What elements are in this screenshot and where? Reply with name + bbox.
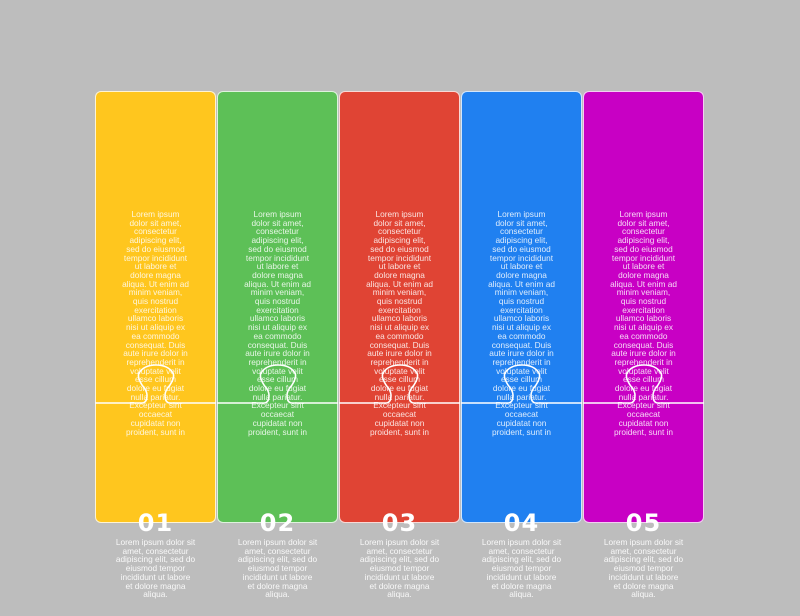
step-top-text: Lorem ipsum dolor sit amet, consectetur … — [610, 209, 677, 437]
step-column-3: Lorem ipsum dolor sit amet, consectetur … — [339, 91, 460, 599]
step-bottom-text: Lorem ipsum dolor sit amet, consectetur … — [237, 537, 318, 600]
puzzle-tab-line — [217, 364, 338, 404]
step-column-2: Lorem ipsum dolor sit amet, consectetur … — [217, 91, 338, 599]
step-column-4: Lorem ipsum dolor sit amet, consectetur … — [461, 91, 582, 599]
step-bottom-text: Lorem ipsum dolor sit amet, consectetur … — [603, 537, 684, 600]
puzzle-tab-line — [461, 364, 582, 404]
step-bottom-text: Lorem ipsum dolor sit amet, consectetur … — [481, 537, 562, 600]
step-bottom-text: Lorem ipsum dolor sit amet, consectetur … — [359, 537, 440, 600]
step-top-text: Lorem ipsum dolor sit amet, consectetur … — [122, 209, 189, 437]
step-column-1: Lorem ipsum dolor sit amet, consectetur … — [95, 91, 216, 599]
step-column-5: Lorem ipsum dolor sit amet, consectetur … — [583, 91, 704, 599]
step-number: 05 — [625, 509, 662, 537]
step-number: 01 — [137, 509, 174, 537]
step-top-text: Lorem ipsum dolor sit amet, consectetur … — [244, 209, 311, 437]
puzzle-tab-line — [339, 364, 460, 404]
step-number: 03 — [381, 509, 418, 537]
puzzle-tab-line — [583, 364, 704, 404]
puzzle-tab-line — [95, 364, 216, 404]
step-number: 02 — [259, 509, 296, 537]
step-bottom-text: Lorem ipsum dolor sit amet, consectetur … — [115, 537, 196, 600]
step-number: 04 — [503, 509, 540, 537]
